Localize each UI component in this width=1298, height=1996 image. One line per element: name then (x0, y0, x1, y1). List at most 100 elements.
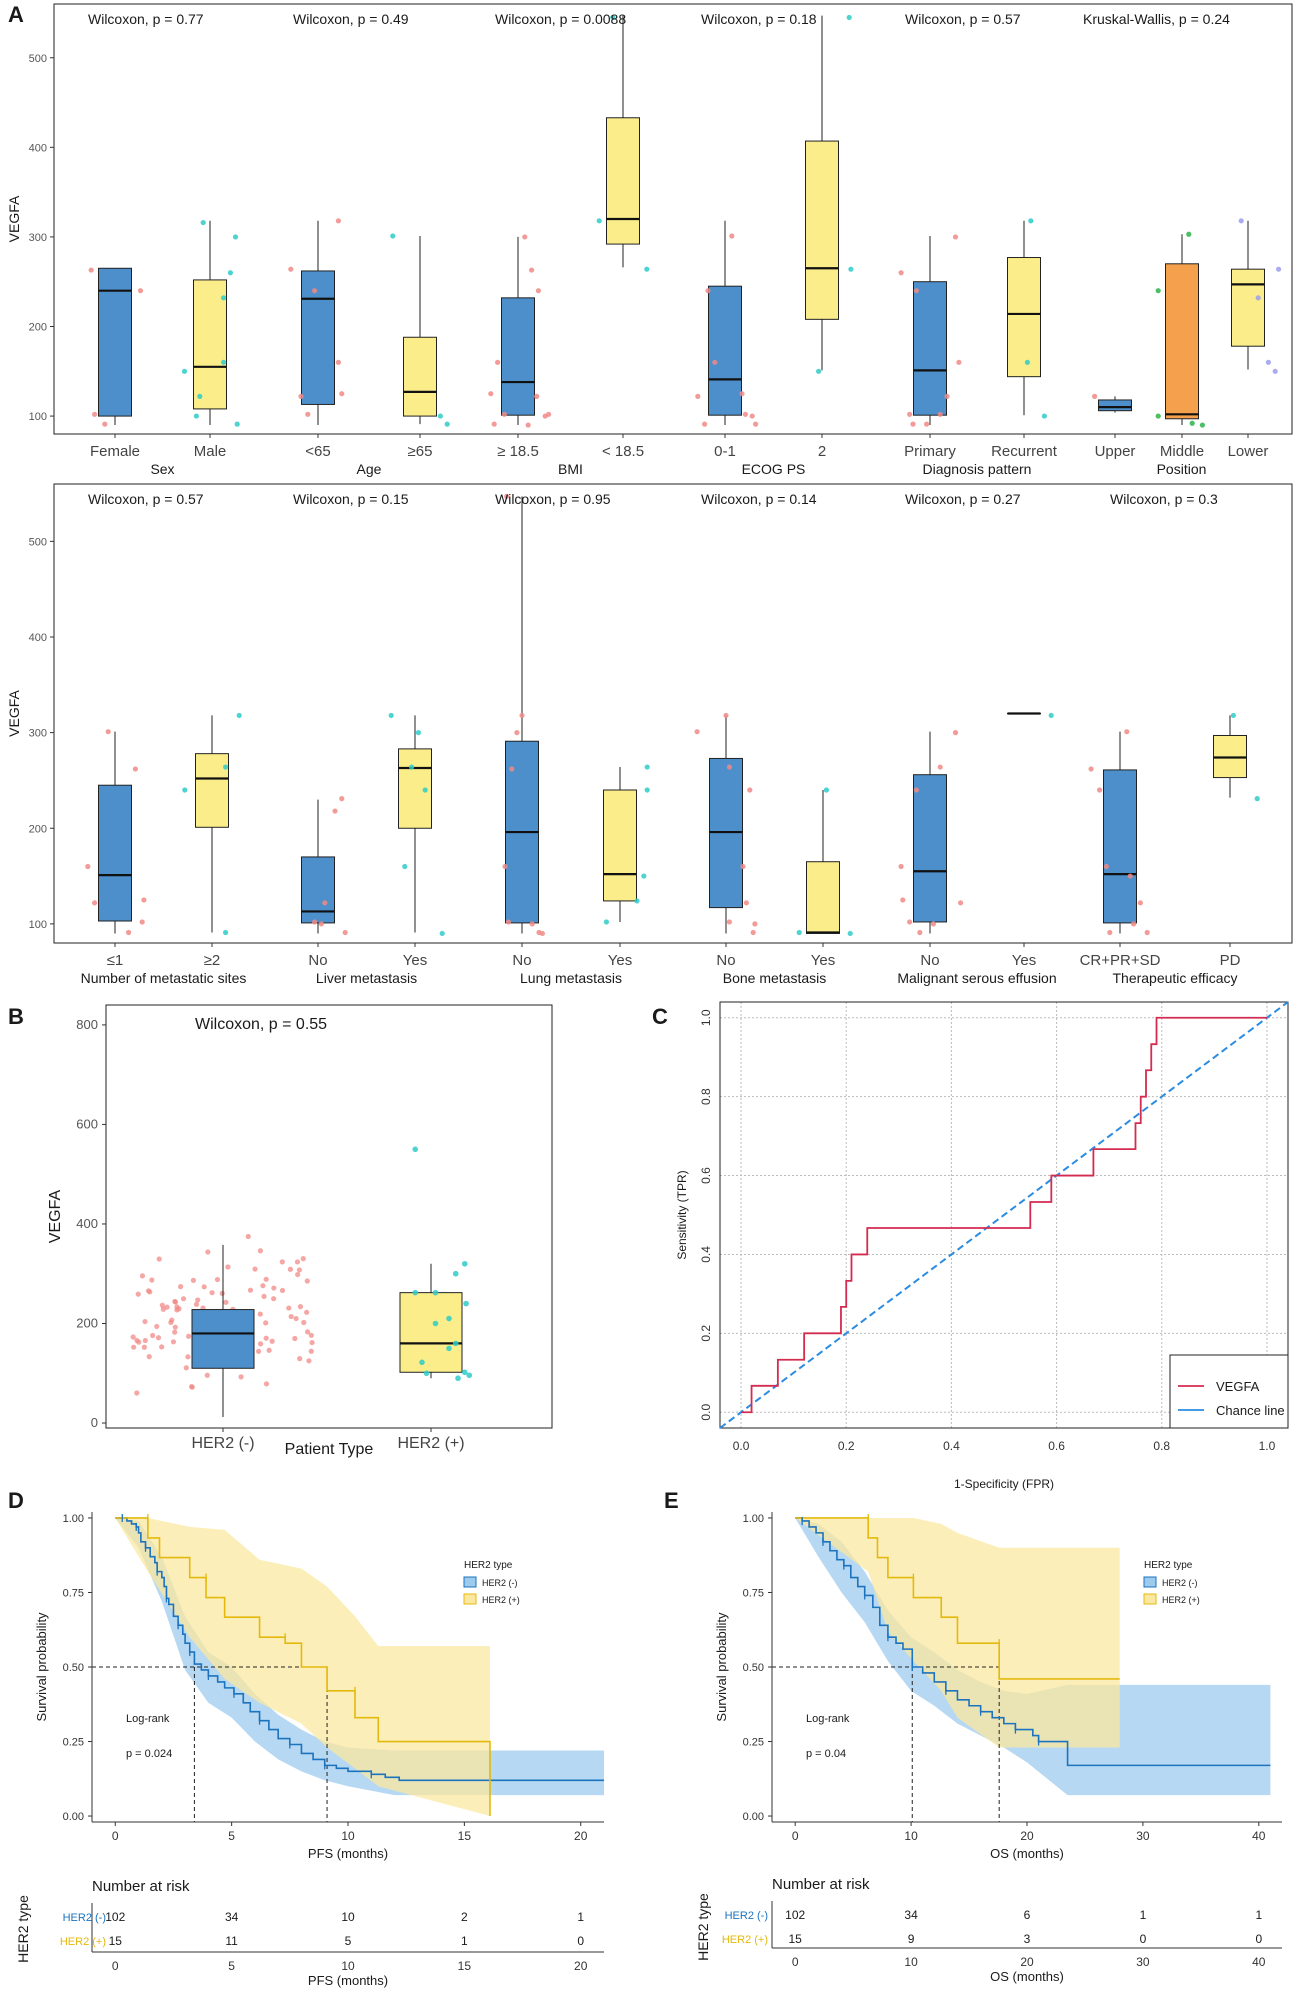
e-risk-xtick-label: 40 (1252, 1955, 1266, 1969)
a2-group-label: Bone metastasis (723, 970, 827, 986)
d-risk-count: 0 (577, 1934, 584, 1948)
a1-point (753, 421, 759, 427)
d-risk-xtick-label: 20 (574, 1959, 588, 1973)
a1-point (137, 288, 144, 294)
a2-point (823, 787, 830, 793)
b-xlabel: Patient Type (285, 1441, 374, 1458)
a1-point (193, 413, 199, 419)
a1-point (742, 411, 749, 417)
c-xlabel: 1-Specificity (FPR) (954, 1477, 1054, 1491)
a2-point (1254, 796, 1260, 802)
c-chance-line (719, 1001, 1289, 1429)
b-point-neg (180, 1296, 187, 1302)
b-point-pos (461, 1260, 468, 1267)
e-curve-pos (795, 1517, 1120, 1680)
a1-box (708, 285, 742, 416)
e-risk-row-label: HER2 (-) (725, 1910, 768, 1922)
b-point-pos (423, 1370, 430, 1377)
a1-point (937, 411, 943, 417)
c-ytick-label: 1.0 (699, 1009, 713, 1026)
a2-ytick-label: 500 (29, 536, 47, 548)
a2-point (747, 787, 753, 793)
a1-group-label: Position (1157, 461, 1207, 477)
d-risk-count: 5 (345, 1934, 352, 1948)
a2-category-label: PD (1220, 952, 1241, 969)
a2-point (900, 897, 906, 903)
a2-point (318, 921, 324, 927)
a1-point (501, 411, 507, 417)
b-point-neg (204, 1372, 210, 1378)
a1-category-label: Middle (1160, 443, 1204, 460)
a2-point (1048, 712, 1054, 719)
a2-point (85, 863, 91, 870)
c-frame (719, 1001, 1289, 1429)
c-legend-label: VEGFA (1216, 1379, 1260, 1394)
a2-test-label: Wilcoxon, p = 0.57 (88, 491, 204, 507)
c-legend-box (1169, 1354, 1289, 1429)
b-point-neg (279, 1287, 286, 1294)
a2-point (388, 712, 394, 719)
a2-box (301, 856, 335, 924)
a1-category-label: Recurrent (991, 443, 1058, 460)
b-point-neg (186, 1333, 192, 1339)
e-risk-count: 15 (789, 1932, 803, 1946)
a1-point (729, 233, 735, 239)
a1-point (749, 413, 755, 419)
b-point-neg (263, 1335, 269, 1341)
b-point-neg (258, 1341, 264, 1347)
b-point-neg (295, 1271, 301, 1278)
a1-box (1098, 399, 1132, 412)
a1-point (910, 421, 916, 427)
a1-ytick-label: 400 (29, 142, 47, 154)
a2-test-label: Wilcoxon, p = 0.95 (495, 491, 611, 507)
a1-point (1024, 359, 1030, 365)
b-point-pos (452, 1270, 459, 1277)
d-legend-title: HER2 type (464, 1560, 513, 1571)
a2-point (796, 929, 802, 936)
d-risk-xlabel: PFS (months) (308, 1973, 388, 1988)
b-point-neg (286, 1305, 292, 1311)
a1-point (846, 14, 852, 21)
b-point-neg (183, 1365, 189, 1371)
e-risk-count: 102 (785, 1908, 805, 1922)
a1-point (92, 411, 98, 417)
a1-point (288, 266, 294, 272)
a1-point (1238, 218, 1244, 224)
b-point-neg (214, 1276, 221, 1283)
a1-category-label: ≥65 (408, 443, 433, 460)
b-point-neg (306, 1358, 312, 1364)
b-point-neg (178, 1284, 184, 1290)
b-point-pos (446, 1345, 452, 1352)
d-legend-label: HER2 (+) (482, 1595, 520, 1605)
c-xtick-label: 0.4 (943, 1439, 960, 1453)
a2-point (1230, 712, 1236, 719)
e-risk-xtick-label: 10 (904, 1955, 918, 1969)
e-ytick-label: 0.25 (743, 1737, 764, 1749)
d-risk-xtick-label: 0 (112, 1959, 119, 1973)
e-risk-xlabel: OS (months) (990, 1969, 1064, 1984)
a1-box (193, 279, 227, 410)
a2-box (806, 861, 840, 934)
e-curve-neg (795, 1517, 1271, 1767)
a1-test-label: Wilcoxon, p = 0.0088 (495, 11, 626, 27)
a2-category-label: CR+PR+SD (1080, 952, 1161, 969)
a1-point (1189, 420, 1195, 426)
e-xtick-label: 20 (1020, 1829, 1034, 1843)
a2-point (937, 764, 943, 770)
a2-point (132, 766, 138, 772)
b-point-neg (271, 1285, 277, 1291)
b-point-neg (261, 1293, 267, 1300)
a1-point (197, 393, 203, 399)
b-point-neg (134, 1390, 140, 1396)
b-point-neg (301, 1319, 307, 1326)
b-point-neg (245, 1233, 251, 1240)
a1-point (88, 267, 94, 273)
b-point-neg (238, 1374, 244, 1380)
b-point-pos (466, 1372, 473, 1379)
e-risk-count: 9 (908, 1932, 915, 1946)
a1-ytick-label: 100 (29, 411, 47, 423)
a2-point (750, 929, 756, 936)
a1-test-label: Wilcoxon, p = 0.77 (88, 11, 204, 27)
e-xtick-label: 10 (904, 1829, 918, 1843)
e-legend-label: HER2 (-) (1162, 1578, 1198, 1588)
